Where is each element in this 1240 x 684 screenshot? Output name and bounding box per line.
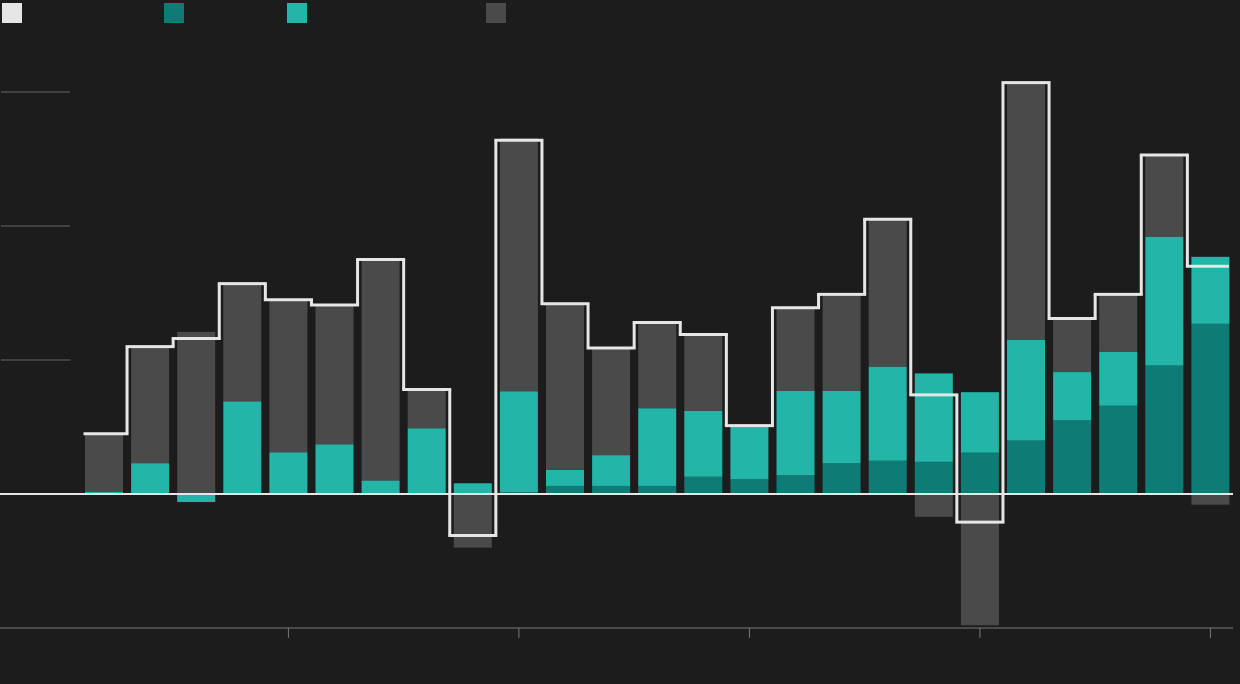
bar-segment bbox=[407, 389, 446, 429]
bar-segment bbox=[1007, 440, 1046, 494]
bar-segment bbox=[730, 479, 769, 494]
bar-segment bbox=[914, 373, 953, 462]
bar-segment bbox=[1099, 405, 1138, 494]
legend-swatch bbox=[287, 3, 307, 23]
bar-segment bbox=[868, 366, 907, 461]
bar-segment bbox=[684, 334, 723, 411]
legend-swatch bbox=[164, 3, 184, 23]
bar-segment bbox=[684, 476, 723, 494]
bar-segment bbox=[546, 469, 585, 486]
bar-segment bbox=[315, 444, 354, 494]
bar-segment bbox=[131, 463, 170, 494]
bar-segment bbox=[177, 331, 216, 494]
bar-segment bbox=[177, 494, 216, 503]
legend-swatch bbox=[2, 3, 22, 23]
bar-segment bbox=[730, 427, 769, 480]
bar-segment bbox=[776, 390, 815, 476]
bar-segment bbox=[223, 401, 262, 494]
bar-segment bbox=[822, 294, 861, 391]
bar-segment bbox=[684, 410, 723, 477]
bar-segment bbox=[1053, 372, 1092, 421]
bar-segment bbox=[868, 460, 907, 494]
bar-segment bbox=[269, 301, 308, 453]
bar-segment bbox=[1053, 318, 1092, 373]
legend-swatch bbox=[486, 3, 506, 23]
bar-segment bbox=[546, 303, 585, 470]
bar-segment bbox=[914, 461, 953, 494]
bar-segment bbox=[638, 408, 677, 486]
bar-segment bbox=[407, 428, 446, 494]
bar-segment bbox=[223, 283, 262, 402]
bar-segment bbox=[592, 485, 631, 494]
bar-segment bbox=[131, 346, 170, 464]
bar-segment bbox=[868, 219, 907, 367]
bar-segment bbox=[638, 322, 677, 409]
bar-segment bbox=[85, 491, 124, 494]
bar-segment bbox=[85, 434, 124, 492]
bar-segment bbox=[1099, 351, 1138, 406]
bar-segment bbox=[592, 455, 631, 486]
bar-segment bbox=[453, 494, 492, 548]
bar-segment bbox=[499, 391, 538, 492]
bar-segment bbox=[638, 485, 677, 494]
bar-segment bbox=[1099, 294, 1138, 352]
bar-segment bbox=[1053, 420, 1092, 494]
bar-segment bbox=[499, 138, 538, 392]
bar-segment bbox=[546, 485, 585, 494]
bar-segment bbox=[960, 494, 999, 626]
bar-segment bbox=[361, 480, 400, 494]
bar-segment bbox=[315, 305, 354, 445]
bar-segment bbox=[1191, 494, 1230, 505]
bar-segment bbox=[822, 390, 861, 464]
bar-segment bbox=[960, 392, 999, 453]
bar-segment bbox=[1007, 339, 1046, 441]
bar-segment bbox=[1145, 236, 1184, 366]
bar-segment bbox=[453, 483, 492, 494]
bar-segment bbox=[499, 491, 538, 494]
bar-segment bbox=[1007, 81, 1046, 340]
bar-segment bbox=[361, 258, 400, 481]
bar-segment bbox=[1191, 323, 1230, 494]
bar-segment bbox=[776, 475, 815, 494]
bar-segment bbox=[1191, 256, 1230, 324]
bar-segment bbox=[1145, 365, 1184, 494]
bar-segment bbox=[822, 463, 861, 494]
bar-segment bbox=[960, 452, 999, 494]
bar-segment bbox=[914, 494, 953, 517]
bar-segment bbox=[776, 307, 815, 391]
bar-segment bbox=[269, 452, 308, 494]
bar-segment bbox=[1145, 154, 1184, 237]
bar-segment bbox=[592, 347, 631, 456]
